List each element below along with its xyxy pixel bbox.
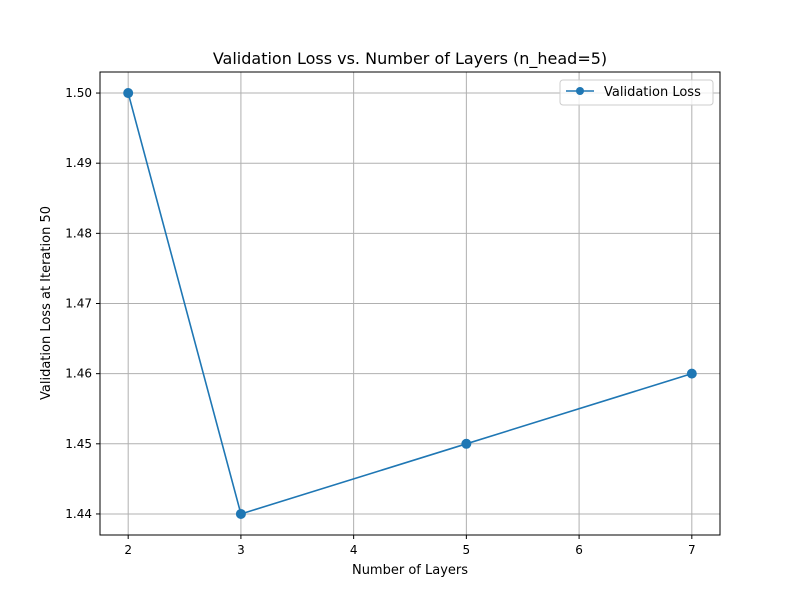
x-tick-label: 2 bbox=[124, 543, 132, 557]
y-tick-label: 1.45 bbox=[65, 437, 92, 451]
ticks-layer: 2 3 4 5 6 7 1.44 1.45 1.46 1.47 1.48 1.49 1.50 bbox=[65, 86, 695, 557]
legend: Validation Loss bbox=[559, 79, 714, 106]
data-point bbox=[686, 368, 697, 379]
legend-box bbox=[559, 79, 714, 106]
series-layer bbox=[123, 88, 697, 519]
series-line bbox=[127, 92, 693, 515]
x-tick-label: 4 bbox=[350, 543, 358, 557]
x-tick-label: 3 bbox=[237, 543, 245, 557]
x-tick-label: 5 bbox=[463, 543, 471, 557]
y-tick-label: 1.44 bbox=[65, 507, 92, 521]
data-point bbox=[123, 88, 134, 99]
y-tick-label: 1.46 bbox=[65, 367, 92, 381]
x-tick-label: 6 bbox=[575, 543, 583, 557]
legend-marker-sample bbox=[576, 87, 584, 95]
y-tick-label: 1.50 bbox=[65, 86, 92, 100]
data-point bbox=[461, 438, 472, 449]
data-point bbox=[235, 508, 246, 519]
grid-layer bbox=[100, 72, 720, 535]
y-axis-label: Validation Loss at Iteration 50 bbox=[39, 206, 54, 400]
x-axis-label: Number of Layers bbox=[352, 563, 468, 578]
chart-title: Validation Loss vs. Number of Layers (n_… bbox=[213, 49, 607, 69]
x-tick-label: 7 bbox=[688, 543, 696, 557]
y-tick-label: 1.47 bbox=[65, 297, 92, 311]
y-tick-label: 1.48 bbox=[65, 226, 92, 240]
y-tick-label: 1.49 bbox=[65, 156, 92, 170]
legend-label: Validation Loss bbox=[604, 85, 701, 100]
